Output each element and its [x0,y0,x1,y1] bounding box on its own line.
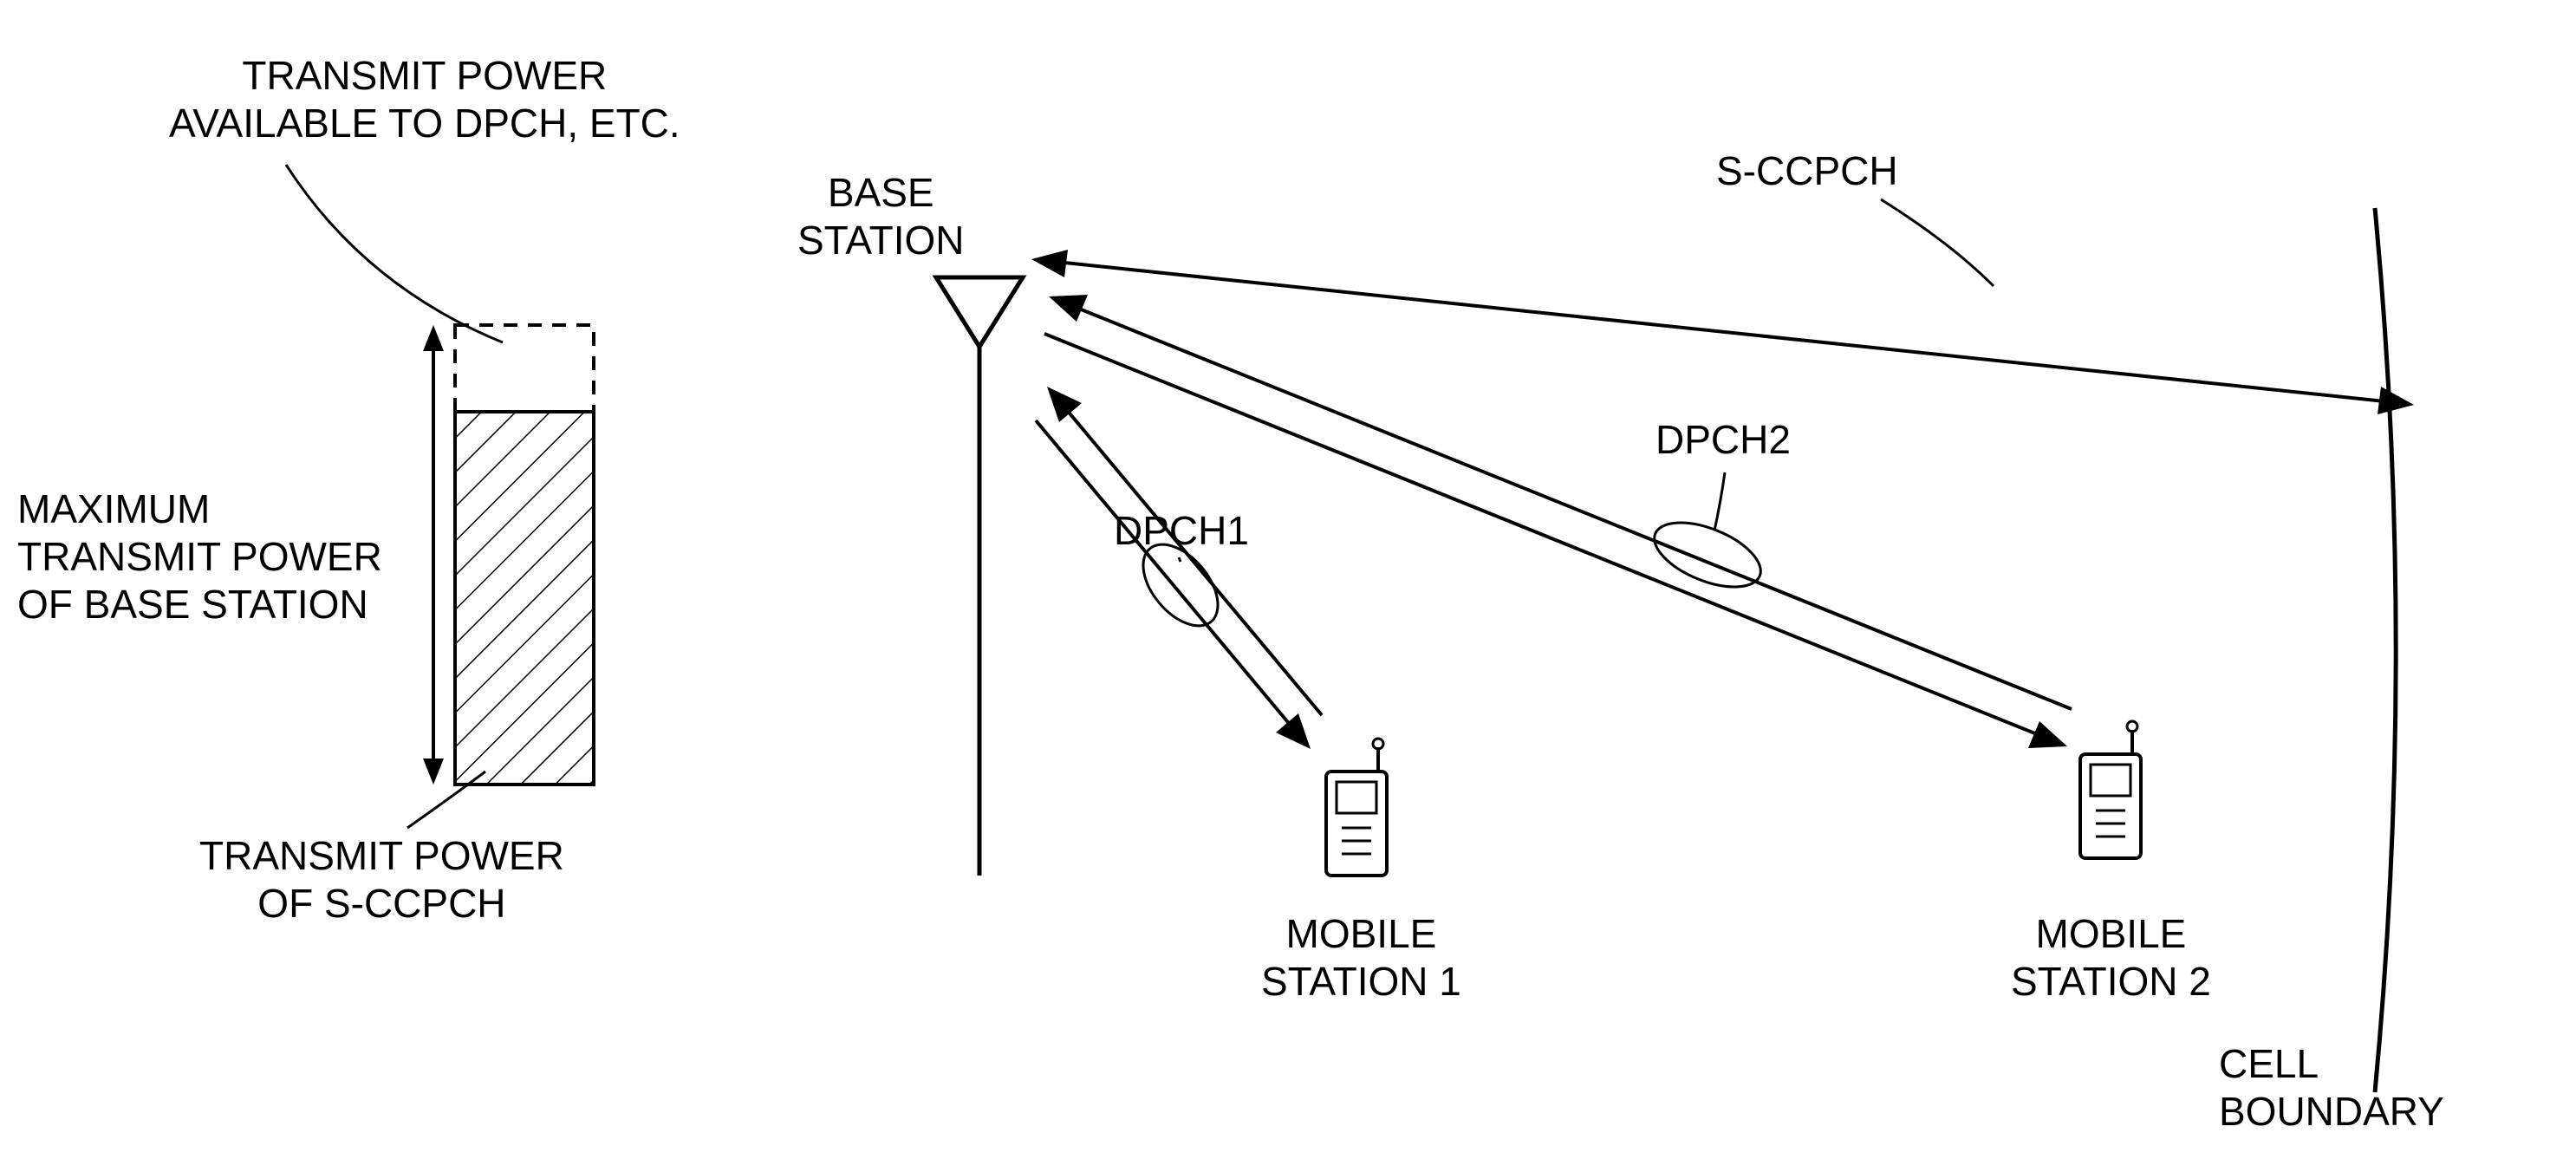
power-bar [455,325,594,785]
label-dpch1: DPCH1 [1114,507,1249,555]
diagram-canvas: TRANSMIT POWER AVAILABLE TO DPCH, ETC. M… [0,0,2576,1172]
label-dpch2: DPCH2 [1656,416,1791,464]
base-station-icon [936,277,1023,876]
label-max-tx-power: MAXIMUM TRANSMIT POWER OF BASE STATION [17,485,382,629]
mobile-station-2-icon [2080,721,2141,858]
sccpch-arrow [1031,250,2414,414]
label-sccpch: S-CCPCH [1716,147,1898,195]
leader-dpch1 [1179,557,1181,562]
cell-boundary-arc [2375,208,2396,1092]
label-tx-sccpch: TRANSMIT POWER OF S-CCPCH [199,832,564,928]
leader-tx-available [286,165,503,342]
mobile-station-1-icon [1326,739,1387,876]
dpch1-arrows [1036,387,1322,749]
label-cell-boundary: CELL BOUNDARY [2219,1040,2444,1136]
leader-sccpch [1881,199,1994,286]
leader-tx-sccpch [407,772,485,828]
label-mobile2: MOBILE STATION 2 [2011,910,2211,1006]
dpch2-ellipse [1645,510,1769,600]
label-base-station: BASE STATION [797,169,965,264]
leader-dpch2 [1714,472,1725,531]
label-mobile1: MOBILE STATION 1 [1261,910,1461,1006]
label-tx-available: TRANSMIT POWER AVAILABLE TO DPCH, ETC. [169,52,680,147]
